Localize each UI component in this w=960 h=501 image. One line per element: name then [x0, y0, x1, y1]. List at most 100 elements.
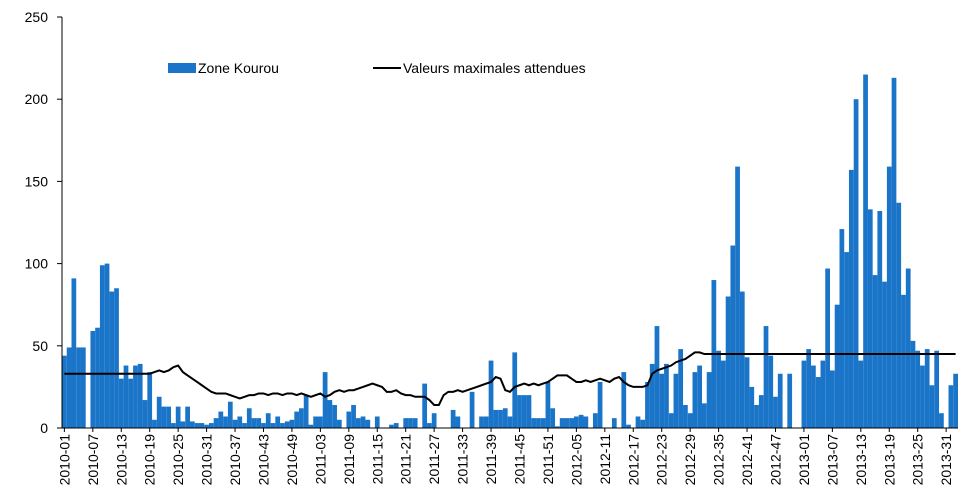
y-tick-label: 200 — [25, 91, 49, 107]
bar — [99, 265, 105, 428]
bar — [853, 99, 859, 428]
bar — [256, 418, 262, 428]
bar — [844, 252, 849, 428]
bar — [702, 403, 707, 428]
bar — [948, 385, 954, 428]
bar — [934, 350, 940, 428]
bar — [403, 418, 409, 428]
x-tick-label: 2010-07 — [85, 434, 101, 486]
bar — [299, 408, 304, 428]
x-tick-label: 2013-01 — [796, 434, 812, 486]
bar — [422, 383, 428, 428]
bar — [104, 263, 110, 428]
bar — [730, 245, 736, 428]
x-tick-label: 2010-49 — [284, 434, 300, 486]
bar — [389, 424, 394, 428]
bar — [540, 418, 546, 428]
bar — [683, 404, 688, 428]
bar — [920, 365, 925, 428]
bar — [393, 423, 399, 428]
bar — [199, 423, 205, 428]
bar — [237, 416, 243, 428]
bar — [939, 413, 944, 428]
bar — [905, 268, 911, 428]
x-tick-label: 2012-05 — [568, 434, 584, 486]
bar — [313, 416, 318, 428]
bar — [76, 347, 81, 428]
bar — [137, 363, 143, 428]
bar — [720, 360, 726, 428]
bar — [289, 419, 295, 428]
bar — [327, 400, 333, 428]
bar — [242, 423, 247, 428]
bar — [649, 363, 655, 428]
bar — [858, 360, 864, 428]
bar — [232, 419, 238, 428]
bar — [246, 408, 252, 428]
bar — [735, 166, 740, 428]
bar — [830, 370, 835, 428]
bar — [716, 350, 721, 428]
bar — [118, 378, 124, 428]
x-tick-label: 2010-43 — [255, 434, 271, 486]
bar — [901, 294, 906, 428]
bar — [109, 291, 115, 428]
bar — [66, 347, 72, 428]
x-tick-label: 2010-01 — [56, 434, 72, 486]
bar — [412, 418, 418, 428]
bar — [550, 408, 556, 428]
bar — [777, 373, 783, 428]
x-tick-label: 2010-25 — [170, 434, 186, 486]
bar — [872, 275, 878, 428]
bar — [915, 350, 921, 428]
bar — [502, 408, 508, 428]
bar — [123, 365, 129, 428]
x-tick-label: 2013-07 — [824, 434, 840, 486]
x-tick-label: 2011-39 — [483, 434, 499, 485]
bar — [597, 381, 603, 428]
x-tick-label: 2010-37 — [227, 434, 243, 486]
x-tick-label: 2013-25 — [910, 434, 926, 486]
bar — [147, 372, 153, 428]
bar — [621, 372, 627, 428]
bar — [204, 424, 209, 428]
bar — [801, 360, 807, 428]
bar — [773, 396, 778, 428]
x-tick-label: 2011-45 — [511, 434, 527, 485]
y-tick-label: 50 — [32, 338, 48, 354]
x-tick-label: 2013-31 — [938, 434, 954, 486]
bar — [820, 360, 826, 428]
x-tick-label: 2011-15 — [369, 434, 385, 485]
bar — [190, 421, 195, 428]
bar — [806, 349, 812, 428]
x-tick-label: 2011-09 — [341, 434, 357, 485]
bar — [346, 411, 352, 428]
bar — [811, 365, 816, 428]
bar — [450, 409, 456, 428]
y-tick-label: 100 — [25, 256, 49, 272]
bar — [161, 406, 167, 428]
y-tick-label: 250 — [25, 9, 49, 25]
x-tick-label: 2011-51 — [540, 434, 556, 485]
bar — [697, 365, 702, 428]
bar — [493, 409, 499, 428]
x-tick-label: 2011-21 — [398, 434, 414, 485]
legend-swatch — [168, 63, 196, 73]
legend-label: Zone Kourou — [198, 60, 279, 76]
bar — [303, 395, 309, 428]
bar — [763, 326, 769, 428]
bar — [645, 381, 650, 428]
bar — [526, 395, 532, 428]
bar — [825, 268, 830, 428]
bar — [626, 424, 631, 428]
bar — [531, 418, 537, 428]
bar — [208, 423, 214, 428]
bar — [787, 373, 793, 428]
bar — [953, 373, 958, 428]
bar — [687, 413, 693, 428]
bar — [768, 355, 774, 428]
bar — [218, 411, 224, 428]
bar — [95, 327, 100, 428]
bar — [280, 423, 285, 428]
